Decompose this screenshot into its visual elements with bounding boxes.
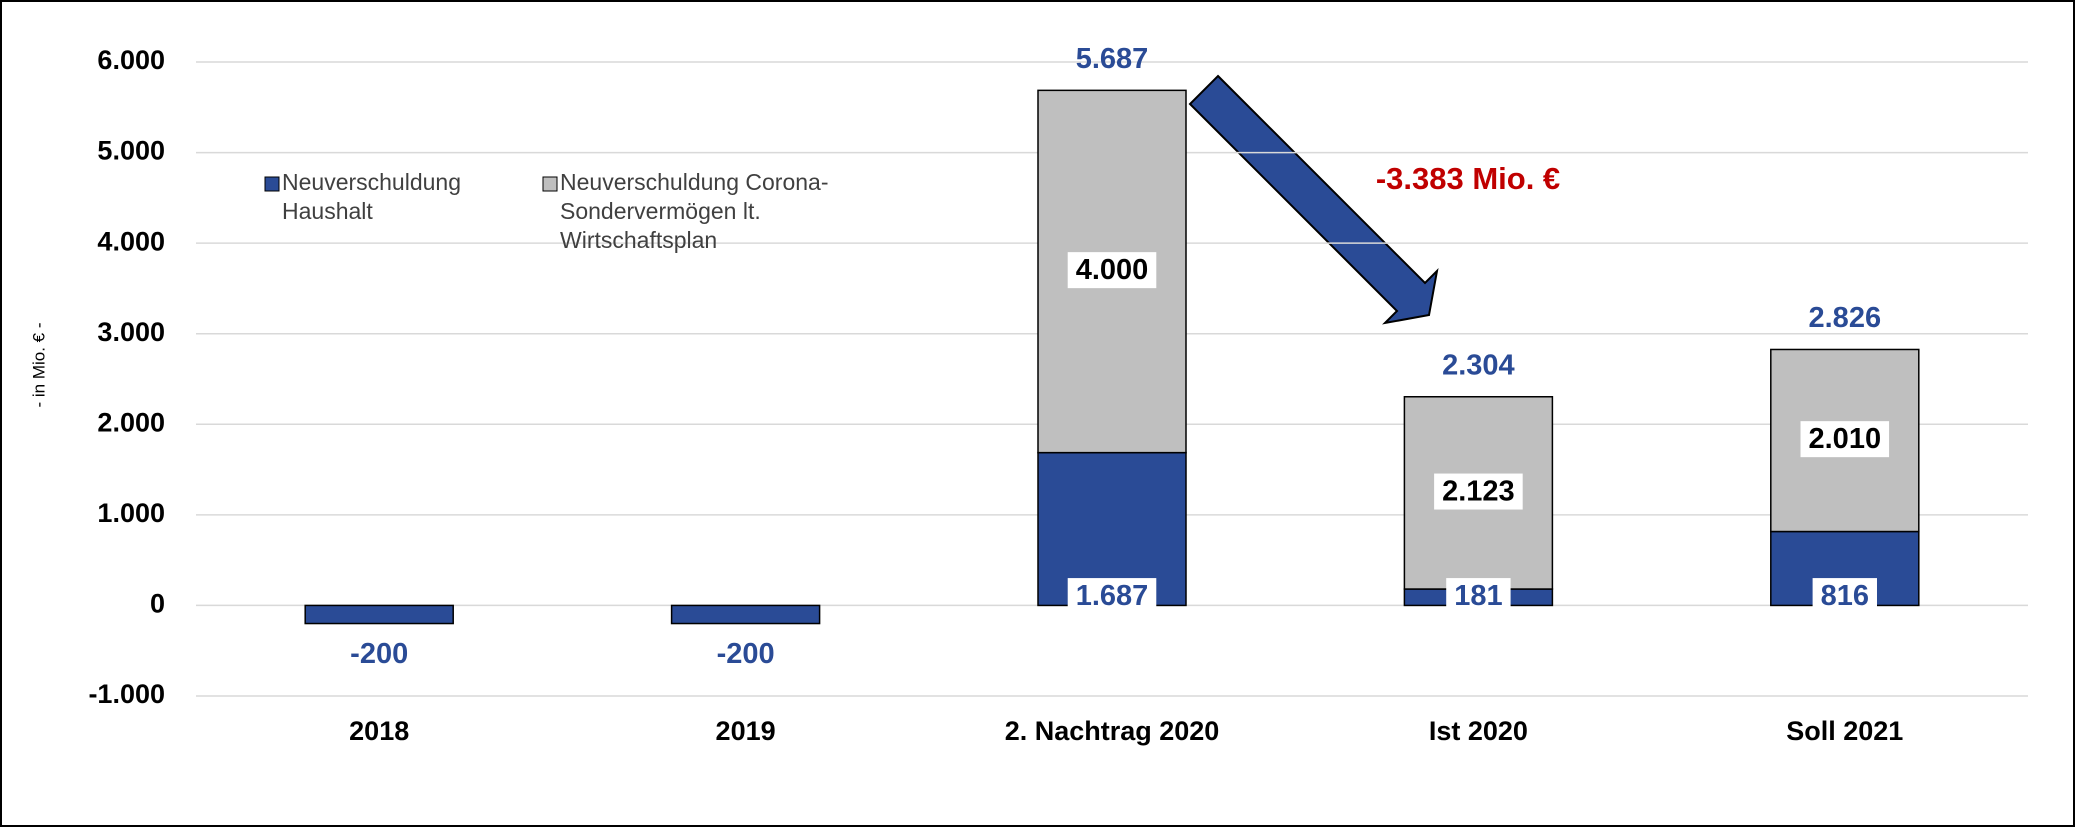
y-tick-label: 1.000 <box>97 498 165 528</box>
data-label: 4.000 <box>1076 254 1149 286</box>
y-axis-label: - in Mio. € - <box>29 322 48 407</box>
total-label: 2.304 <box>1442 349 1515 381</box>
label-box <box>1067 578 1157 615</box>
data-label-group: -200 <box>717 638 775 670</box>
data-label: 2.123 <box>1442 476 1515 508</box>
data-label-group: 2.010 <box>1800 421 1890 458</box>
label-box <box>1067 252 1157 289</box>
x-tick-label: Soll 2021 <box>1786 716 1903 746</box>
data-label-group: 181 <box>1446 578 1511 615</box>
data-label: -200 <box>717 638 775 670</box>
annotation: -3.383 Mio. € <box>1376 161 1560 196</box>
data-label-group: -200 <box>350 638 408 670</box>
data-label: 2.010 <box>1809 423 1882 455</box>
label-box <box>1446 578 1511 615</box>
bar <box>304 604 454 625</box>
data-label-group: 2.123 <box>1434 473 1523 510</box>
x-tick-label: Ist 2020 <box>1429 716 1528 746</box>
legend-swatch <box>542 176 558 192</box>
x-tick-label: 2019 <box>716 716 776 746</box>
data-label-group: 4.000 <box>1067 252 1157 289</box>
y-tick-label: 2.000 <box>97 407 165 437</box>
legend-label: Neuverschuldung Corona-Sondervermögen lt… <box>560 169 829 253</box>
y-tick-label: -1.000 <box>88 679 165 709</box>
y-tick-label: 6.000 <box>97 45 165 75</box>
legend-entry: Neuverschuldung Haushalt <box>282 169 462 224</box>
label-box <box>1800 421 1890 458</box>
data-label-group: 816 <box>1812 578 1877 615</box>
y-tick-label: 3.000 <box>97 317 165 347</box>
data-label-group: 1.687 <box>1067 578 1157 615</box>
total-label: 5.687 <box>1076 43 1149 75</box>
data-label: 181 <box>1454 580 1502 612</box>
data-label: -200 <box>350 638 408 670</box>
label-box <box>1434 473 1523 510</box>
data-label: 1.687 <box>1076 580 1149 612</box>
legend-entry: Neuverschuldung Corona-Sondervermögen lt… <box>560 169 829 253</box>
legend-label: Neuverschuldung Haushalt <box>282 169 462 224</box>
y-tick-label: 5.000 <box>97 136 165 166</box>
x-tick-label: 2018 <box>349 716 409 746</box>
total-label: 2.826 <box>1809 302 1882 334</box>
bar <box>670 604 821 625</box>
label-box <box>1812 578 1877 615</box>
y-tick-label: 0 <box>150 589 165 619</box>
data-label: 816 <box>1821 580 1869 612</box>
y-tick-label: 4.000 <box>97 226 165 256</box>
legend-swatch <box>264 176 280 192</box>
x-tick-label: 2. Nachtrag 2020 <box>1005 716 1220 746</box>
arrow <box>1188 74 1439 325</box>
